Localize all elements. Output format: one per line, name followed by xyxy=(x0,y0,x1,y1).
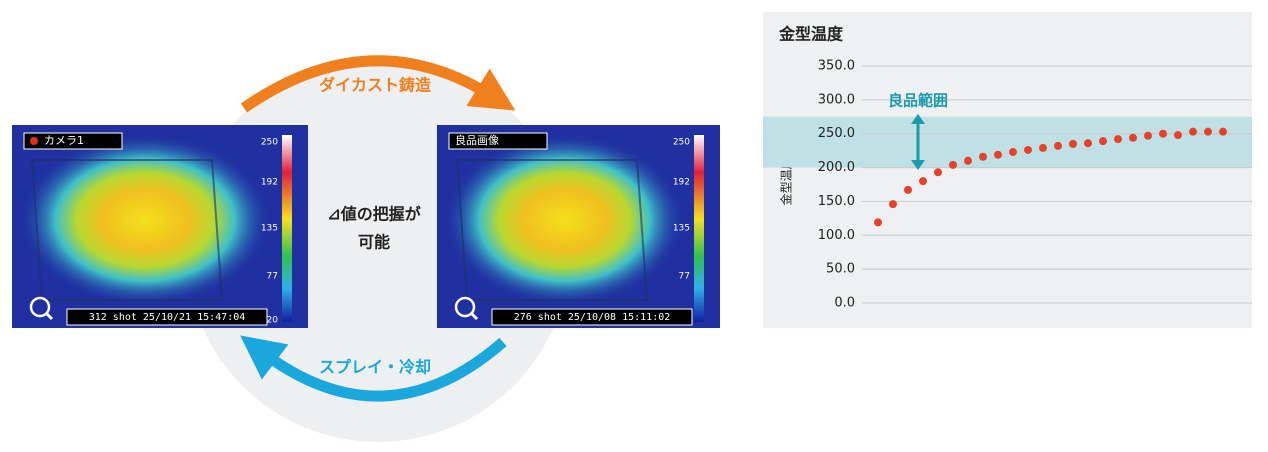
heat-zone xyxy=(445,135,684,305)
y-tick-label: 200.0 xyxy=(818,160,855,175)
data-point xyxy=(1114,135,1122,144)
scale-label: 20 xyxy=(267,316,279,326)
color-bar xyxy=(694,135,704,322)
scale-label: 250 xyxy=(261,138,278,148)
chart-panel xyxy=(763,12,1252,328)
panel-label: 良品画像 xyxy=(455,133,499,147)
mold-outline xyxy=(455,159,649,301)
cool-arrow xyxy=(240,335,507,402)
mold-outline xyxy=(30,159,224,301)
data-point xyxy=(979,152,987,161)
good-range-band xyxy=(763,116,1252,168)
scale-label: 77 xyxy=(267,272,278,282)
data-point xyxy=(1189,127,1197,136)
y-tick-label: 350.0 xyxy=(818,59,855,74)
data-point xyxy=(1204,127,1212,136)
data-point xyxy=(1069,139,1077,148)
color-bar xyxy=(282,135,292,322)
cast-arrow xyxy=(240,55,516,113)
footer-box xyxy=(66,308,268,326)
data-point xyxy=(919,177,927,186)
cool-label: スプレイ・冷却 xyxy=(319,358,431,377)
panel-label: カメラ1 xyxy=(44,134,84,147)
footer-text: 312 shot 25/10/21 15:47:04 xyxy=(89,312,246,323)
y-tick-label: 250.0 xyxy=(818,126,855,141)
scale-label: 192 xyxy=(673,178,690,188)
zoom-handle xyxy=(44,311,54,321)
data-point xyxy=(949,160,957,169)
scale-label: 250 xyxy=(673,138,690,148)
data-point xyxy=(1219,127,1227,136)
zoom-icon xyxy=(454,296,476,318)
y-tick-label: 0.0 xyxy=(834,296,855,311)
range-arrow-head xyxy=(911,114,925,124)
label-box xyxy=(23,132,123,150)
chart-title: 金型温度 xyxy=(778,25,844,44)
scale-label: 135 xyxy=(261,224,278,234)
heat-zone xyxy=(20,135,270,305)
data-point xyxy=(1159,129,1167,138)
data-point xyxy=(1024,145,1032,154)
footer-text: 276 shot 25/10/08 15:11:02 xyxy=(514,312,671,323)
scale-label: 135 xyxy=(673,224,690,234)
zoom-handle xyxy=(469,311,479,321)
zoom-icon xyxy=(29,296,51,318)
rec-dot xyxy=(30,137,38,145)
center-text: 可能 xyxy=(358,233,390,252)
y-tick-label: 50.0 xyxy=(826,262,855,277)
data-point xyxy=(1054,141,1062,150)
label-box xyxy=(448,132,548,150)
data-point xyxy=(1144,131,1152,140)
data-point xyxy=(1174,131,1182,140)
data-point xyxy=(874,218,882,227)
footer-box xyxy=(491,308,693,326)
data-point xyxy=(1129,133,1137,142)
y-tick-label: 100.0 xyxy=(818,228,855,243)
data-point xyxy=(994,150,1002,159)
data-point xyxy=(964,156,972,165)
center-text: ⊿値の把握が xyxy=(327,205,420,224)
range-arrow-head xyxy=(911,160,925,170)
data-point xyxy=(934,168,942,177)
data-point xyxy=(1099,137,1107,146)
scale-label: 77 xyxy=(679,272,690,282)
data-point xyxy=(889,200,897,209)
data-point xyxy=(904,185,912,194)
data-point xyxy=(1009,147,1017,156)
scale-label: 192 xyxy=(261,178,278,188)
data-point xyxy=(1039,143,1047,152)
cast-label: ダイカスト鋳造 xyxy=(319,76,432,95)
y-tick-label: 150.0 xyxy=(818,194,855,209)
y-tick-label: 300.0 xyxy=(818,92,855,107)
data-point xyxy=(1084,139,1092,148)
annotation: 良品範囲 xyxy=(888,92,948,110)
